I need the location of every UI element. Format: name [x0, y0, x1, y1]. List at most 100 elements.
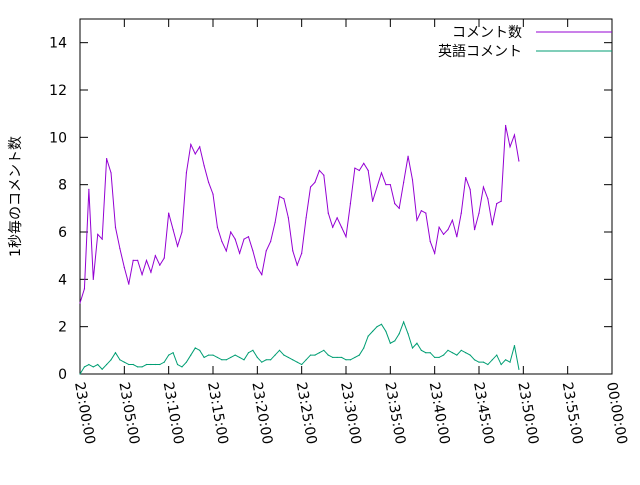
data-point: [150, 271, 152, 273]
data-point: [159, 264, 161, 266]
data-point: [376, 326, 378, 328]
data-point: [296, 361, 298, 363]
series-points-1: [79, 124, 520, 304]
data-point: [434, 356, 436, 359]
x-tick-label: 23:20:00: [248, 381, 275, 446]
data-point: [323, 174, 325, 176]
data-point: [154, 363, 156, 366]
data-point: [97, 363, 99, 366]
data-point: [491, 224, 493, 226]
data-point: [398, 333, 400, 335]
data-point: [234, 354, 236, 356]
data-point: [469, 188, 471, 190]
data-point: [416, 219, 418, 221]
data-point: [92, 278, 94, 280]
data-point: [518, 160, 520, 162]
data-point: [119, 359, 121, 361]
data-point: [385, 330, 387, 332]
data-point: [92, 366, 94, 368]
data-point: [434, 252, 436, 254]
data-point: [252, 250, 254, 252]
x-tick-label: 23:10:00: [160, 381, 187, 446]
data-point: [407, 155, 409, 157]
legend-label: 英語コメント: [438, 43, 522, 60]
y-tick-label: 6: [58, 225, 67, 241]
data-point: [274, 354, 276, 356]
data-point: [358, 354, 360, 356]
data-point: [296, 264, 298, 266]
data-point: [367, 335, 369, 337]
data-point: [216, 226, 219, 228]
series-points-2: [79, 321, 520, 375]
data-point: [137, 366, 139, 368]
data-point: [265, 359, 267, 361]
data-point: [403, 321, 405, 323]
data-point: [114, 352, 117, 354]
data-point: [358, 169, 360, 172]
data-point: [247, 352, 250, 354]
series-lines: [79, 124, 520, 375]
data-point: [292, 250, 294, 252]
data-point: [190, 143, 192, 146]
data-point: [425, 212, 427, 214]
data-point: [110, 359, 112, 361]
data-point: [482, 186, 485, 188]
data-point: [314, 181, 316, 183]
y-tick-label: 2: [58, 320, 67, 336]
data-point: [398, 207, 400, 209]
data-point: [465, 176, 467, 179]
data-point: [168, 354, 170, 356]
x-tick-label: 23:50:00: [514, 381, 541, 446]
x-tick-label: 23:00:00: [71, 381, 98, 446]
data-point: [159, 363, 161, 366]
data-point: [190, 354, 192, 356]
data-point: [411, 179, 414, 181]
x-tick-label: 23:15:00: [204, 381, 231, 446]
data-point: [318, 352, 320, 354]
data-point: [137, 259, 139, 261]
data-point: [239, 252, 241, 254]
data-point: [487, 363, 489, 366]
data-point: [411, 347, 414, 349]
data-point: [496, 354, 498, 356]
data-point: [278, 349, 281, 351]
data-point: [106, 158, 108, 160]
data-point: [460, 212, 462, 214]
data-point: [314, 354, 316, 356]
data-point: [106, 363, 108, 366]
data-point: [132, 259, 134, 261]
data-point: [301, 363, 303, 366]
plot-frame: [79, 18, 613, 375]
data-point: [487, 198, 489, 200]
data-point: [265, 250, 267, 252]
data-point: [407, 333, 409, 335]
data-point: [336, 217, 338, 219]
data-point: [323, 349, 325, 351]
data-point: [119, 247, 121, 250]
data-point: [309, 186, 312, 188]
data-point: [380, 323, 383, 325]
data-point: [243, 238, 245, 240]
data-point: [168, 212, 170, 214]
data-point: [252, 349, 254, 351]
data-point: [283, 198, 285, 200]
data-point: [438, 226, 440, 228]
data-point: [327, 212, 329, 214]
data-point: [261, 274, 263, 276]
data-point: [385, 184, 387, 186]
data-point: [145, 363, 148, 366]
data-point: [185, 361, 187, 363]
data-point: [88, 363, 90, 366]
data-point: [301, 252, 303, 254]
data-point: [354, 356, 356, 359]
data-point: [447, 229, 449, 231]
data-point: [79, 373, 81, 375]
data-point: [305, 217, 307, 219]
data-point: [394, 203, 396, 205]
data-point: [287, 356, 289, 359]
data-point: [256, 266, 258, 269]
data-point: [420, 349, 422, 351]
data-point: [176, 363, 179, 366]
x-tick-label: 23:30:00: [337, 381, 364, 446]
data-point: [442, 233, 445, 235]
